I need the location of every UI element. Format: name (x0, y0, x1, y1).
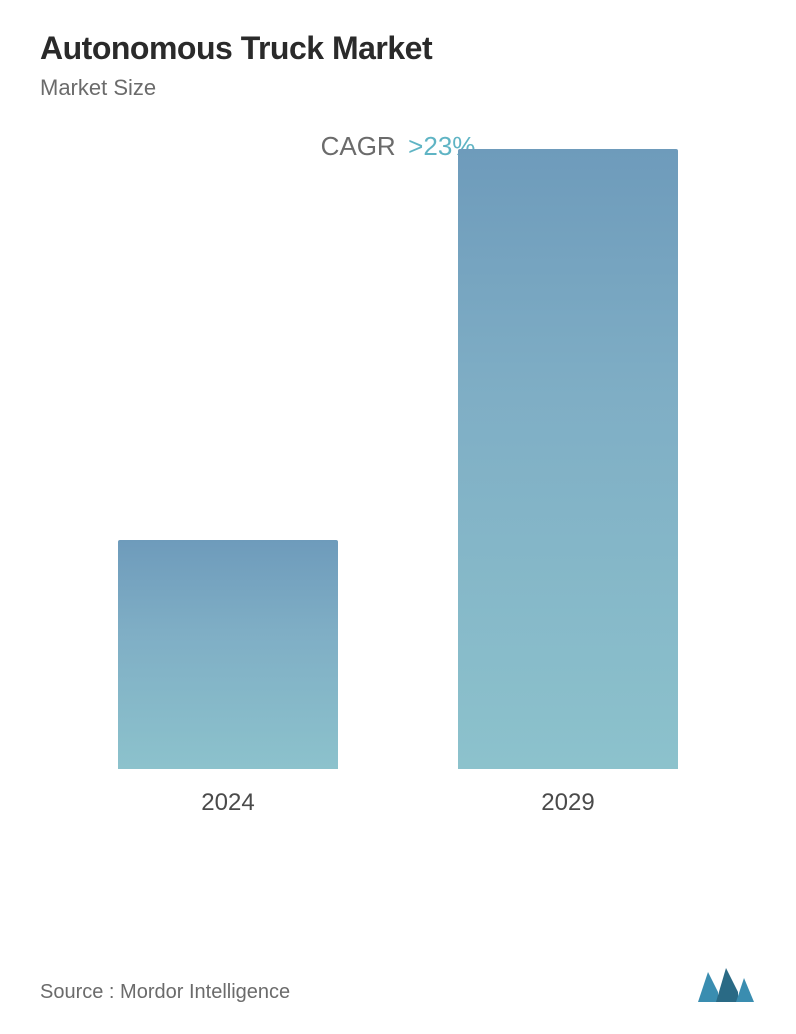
cagr-label: CAGR (321, 131, 396, 161)
source-attribution: Source : Mordor Intelligence (40, 981, 290, 1004)
mordor-logo-icon (696, 964, 756, 1004)
bar-label: 2029 (541, 789, 594, 817)
bar-group: 2024 (118, 540, 338, 817)
bar-chart: 2024 2029 (40, 197, 756, 877)
bar-label: 2024 (201, 789, 254, 817)
source-label: Source : (40, 981, 114, 1003)
bar (458, 149, 678, 769)
chart-footer: Source : Mordor Intelligence (40, 964, 756, 1004)
chart-title: Autonomous Truck Market (40, 30, 756, 67)
source-name: Mordor Intelligence (120, 981, 290, 1003)
bar (118, 540, 338, 769)
chart-subtitle: Market Size (40, 75, 756, 101)
bar-group: 2029 (458, 149, 678, 817)
